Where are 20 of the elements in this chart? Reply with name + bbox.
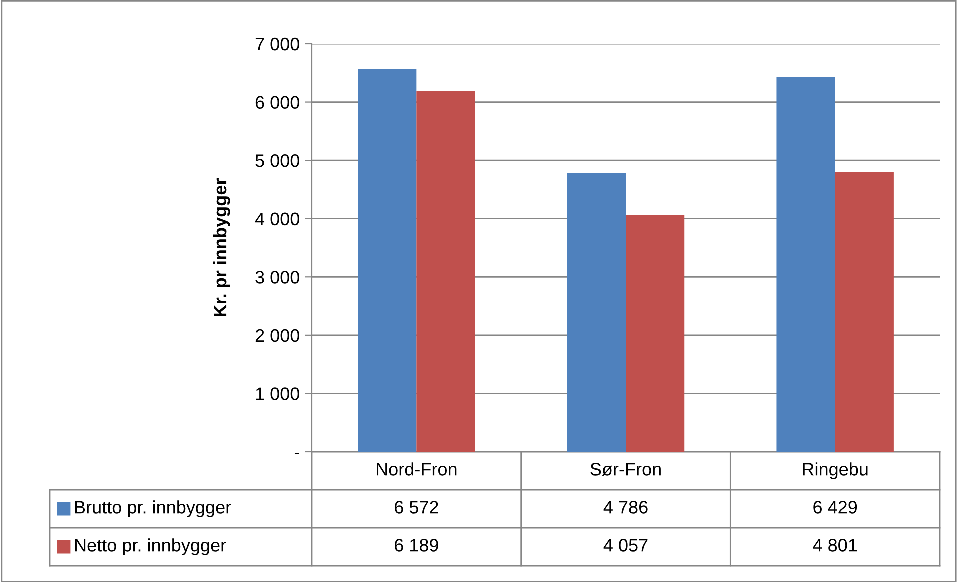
y-tick-label: 2 000 [256, 329, 300, 342]
data-label: 4 801 [813, 539, 858, 552]
y-tick-label: 6 000 [256, 96, 300, 110]
y-tick-label: 7 000 [256, 38, 300, 51]
data-label: 6 429 [814, 501, 858, 514]
y-tick-label: - [294, 453, 300, 454]
data-label: 4 057 [604, 539, 648, 552]
x-tick-label: Nord-Fron [377, 462, 457, 476]
y-tick-label: 5 000 [256, 154, 300, 168]
y-axis-title: Kr. pr innbygger [213, 178, 230, 317]
x-tick-label: Sør-Fron [590, 463, 661, 476]
data-label: 6 572 [394, 501, 438, 514]
data-label: 6 189 [394, 539, 438, 552]
data-label: 4 786 [604, 501, 648, 514]
y-tick-label: 3 000 [256, 271, 300, 284]
x-tick-label: Ringebu [803, 462, 868, 480]
legend-label: Brutto pr. innbygger [75, 500, 232, 518]
y-tick-label: 4 000 [255, 212, 300, 226]
legend-label: Netto pr. innbygger [75, 538, 226, 556]
y-tick-label: 1 000 [256, 388, 300, 400]
